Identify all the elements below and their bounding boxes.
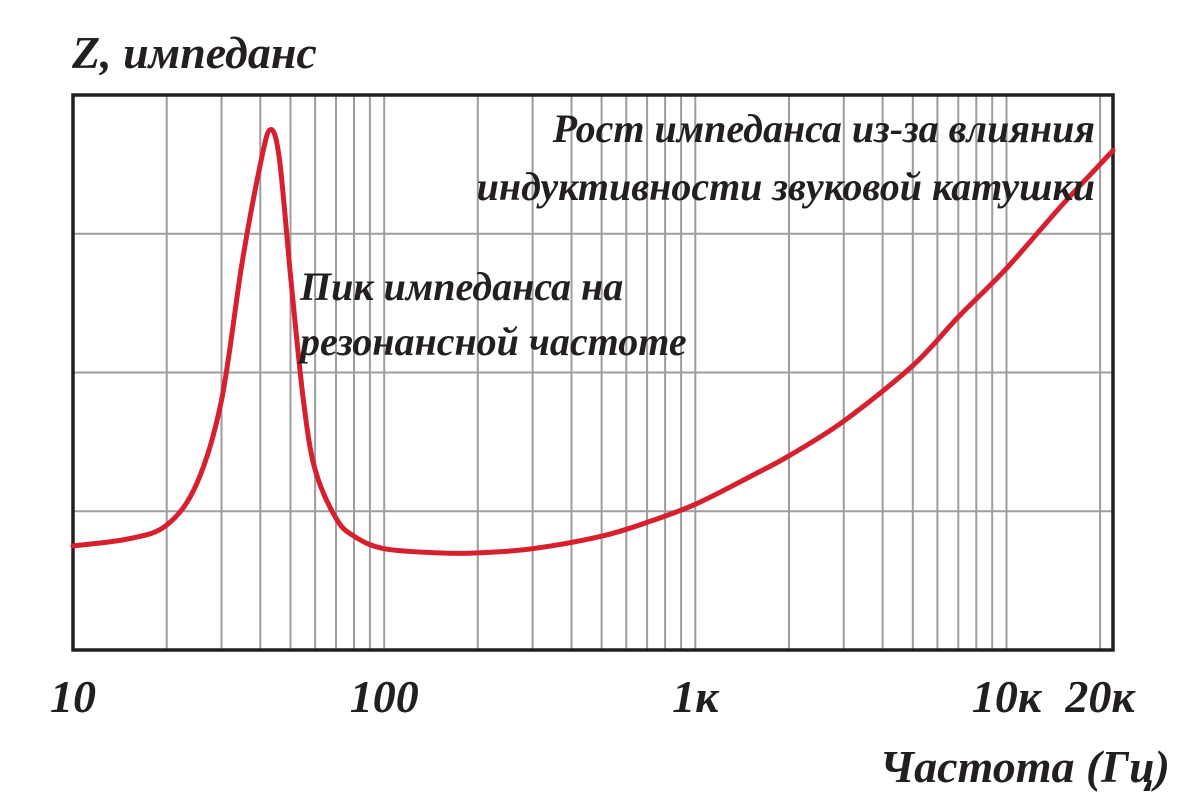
- x-tick-label: 10к: [972, 671, 1043, 722]
- x-axis-label: Частота (Гц): [880, 741, 1170, 792]
- y-axis-label: Z, импеданс: [71, 27, 317, 78]
- impedance-curve: [70, 127, 1116, 556]
- x-tick-label: 100: [350, 671, 419, 722]
- annotation-inductance-line-1: Рост импеданса из-за влияния: [552, 106, 1095, 151]
- x-tick-labels: 10 100 1к 10к 20к: [50, 671, 1136, 722]
- annotation-resonance-line-2: резонансной частоте: [297, 319, 687, 364]
- x-tick-label: 1к: [672, 671, 720, 722]
- x-tick-label: 20к: [1064, 671, 1136, 722]
- x-tick-label: 10: [50, 671, 96, 722]
- annotation-resonance-line-1: Пик импеданса на: [299, 264, 623, 309]
- grid: [73, 95, 1113, 650]
- plot-frame: [71, 93, 1115, 652]
- annotation-inductance-line-2: индуктивности звуковой катушки: [477, 164, 1095, 209]
